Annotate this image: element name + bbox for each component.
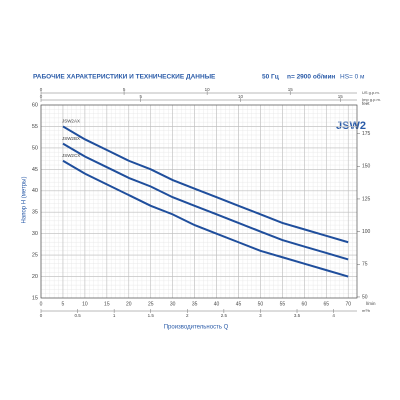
secondary-axis-label: m³/h [362,308,370,313]
secondary-tick-label: 5 [123,87,126,92]
y-tick-label: 50 [32,145,38,151]
secondary-tick-label: 15 [338,94,344,99]
y-tick-label: 20 [32,274,38,280]
logo: JSW2 [336,120,366,132]
secondary-tick-label: 1.5 [148,313,155,318]
x-tick-label: 50 [258,301,264,307]
x-tick-label: 35 [192,301,198,307]
x-tick-label: 0 [40,301,43,307]
secondary-tick-label: 2 [186,313,189,318]
secondary-tick-label: 3 [259,313,262,318]
y-tick-label: 40 [32,188,38,194]
series-line [62,125,349,244]
y2-tick-label: 150 [362,164,371,170]
x-axis-title: Производительность Q [164,325,229,331]
secondary-tick-label: 1 [113,313,116,318]
x-tick-label: 5 [62,301,65,307]
frequency: 50 Гц [262,74,279,81]
x-tick-label: 60 [302,301,308,307]
suction: HS= 0 м [340,74,365,81]
y-tick-label: 55 [32,124,38,130]
speed: n= 2900 об/мин [287,73,335,81]
x-unit: l/min [366,301,376,306]
x-tick-label: 55 [280,301,286,307]
x-tick-label: 65 [323,301,329,307]
x-tick-label: 15 [104,301,110,307]
chart-title: РАБОЧИЕ ХАРАКТЕРИСТИКИ И ТЕХНИЧЕСКИЕ ДАН… [33,74,216,81]
series-label: JSW2BX [62,136,80,141]
y2-tick-label: 100 [362,229,371,235]
series-label: JSW2AX [62,119,80,124]
secondary-tick-label: 0.5 [74,313,81,318]
secondary-tick-label: 4 [332,313,335,318]
secondary-axis-label: US g.p.m. [362,90,380,95]
y2-tick-label: 75 [362,262,368,268]
y2-axis-title: feet [362,101,370,106]
secondary-tick-label: 0 [40,313,43,318]
y2-tick-label: 50 [362,294,368,300]
secondary-tick-label: 0 [40,94,43,99]
x-tick-label: 40 [214,301,220,307]
series-line [62,142,349,261]
y2-tick-label: 175 [362,131,371,137]
secondary-tick-label: 5 [139,94,142,99]
secondary-tick-label: 2.5 [221,313,228,318]
y-tick-label: 45 [32,167,38,173]
secondary-tick-label: 0 [40,87,43,92]
series-label: JSW2CX [62,153,80,158]
series-line [62,159,349,278]
secondary-tick-label: 10 [238,94,244,99]
x-tick-label: 10 [82,301,88,307]
x-tick-label: 45 [236,301,242,307]
y2-tick-label: 125 [362,196,371,202]
secondary-tick-label: 3.5 [294,313,301,318]
y-axis-title: Напор H (метры) [22,177,28,224]
secondary-tick-label: 15 [288,87,294,92]
x-tick-label: 30 [170,301,176,307]
y-tick-label: 15 [32,295,38,301]
x-tick-label: 20 [126,301,132,307]
x-tick-label: 25 [148,301,154,307]
y-tick-label: 25 [32,253,38,259]
y-tick-label: 30 [32,231,38,237]
secondary-tick-label: 10 [205,87,211,92]
y-tick-label: 35 [32,210,38,216]
x-tick-label: 70 [345,301,351,307]
secondary-axis-label: Imp g.p.m. [362,97,381,102]
plot-frame [40,104,358,299]
y-tick-label: 60 [32,102,38,108]
